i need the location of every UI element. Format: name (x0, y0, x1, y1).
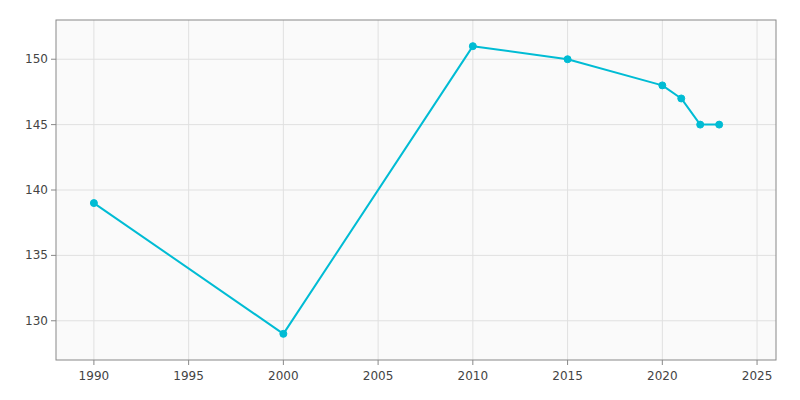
y-grid-line (56, 320, 776, 321)
x-tick (378, 360, 379, 365)
y-grid-line (56, 59, 776, 60)
grid (56, 20, 776, 360)
point (697, 121, 704, 128)
plot-frame (56, 20, 776, 360)
point (678, 95, 685, 102)
ticks: 1990 1995 2000 2005 2010 2015 2020 2025 130 135 14… (25, 52, 772, 383)
x-tick-label: 2020 (647, 369, 678, 383)
y-tick (51, 124, 56, 125)
point (90, 200, 97, 207)
point (716, 121, 723, 128)
plot-background (56, 20, 776, 360)
x-tick (662, 360, 663, 365)
y-tick (51, 190, 56, 191)
y-tick-label: 145 (25, 118, 48, 132)
y-tick (51, 255, 56, 256)
line (94, 46, 719, 334)
x-tick (93, 360, 94, 365)
x-tick (188, 360, 189, 365)
chart-container: 1990 1995 2000 2005 2010 2015 2020 2025 130 135 14… (0, 0, 800, 400)
x-tick-label: 2010 (458, 369, 489, 383)
point (564, 56, 571, 63)
x-tick (283, 360, 284, 365)
x-tick-label: 1990 (79, 369, 110, 383)
x-tick-label: 2025 (742, 369, 773, 383)
x-tick-label: 2015 (552, 369, 583, 383)
y-grid-line (56, 190, 776, 191)
y-grid-line (56, 255, 776, 256)
x-tick (472, 360, 473, 365)
y-tick-label: 135 (25, 248, 48, 262)
point (469, 43, 476, 50)
y-grid-line (56, 124, 776, 125)
y-tick-label: 150 (25, 52, 48, 66)
y-tick-label: 140 (25, 183, 48, 197)
y-tick-label: 130 (25, 314, 48, 328)
y-tick (51, 59, 56, 60)
x-tick-label: 2000 (268, 369, 299, 383)
x-tick-label: 2005 (363, 369, 394, 383)
point (659, 82, 666, 89)
chart-svg: 1990 1995 2000 2005 2010 2015 2020 2025 130 135 14… (0, 0, 800, 400)
x-tick-label: 1995 (173, 369, 204, 383)
y-tick (51, 320, 56, 321)
data-group (90, 43, 722, 338)
point (280, 330, 287, 337)
x-tick (567, 360, 568, 365)
x-tick (757, 360, 758, 365)
